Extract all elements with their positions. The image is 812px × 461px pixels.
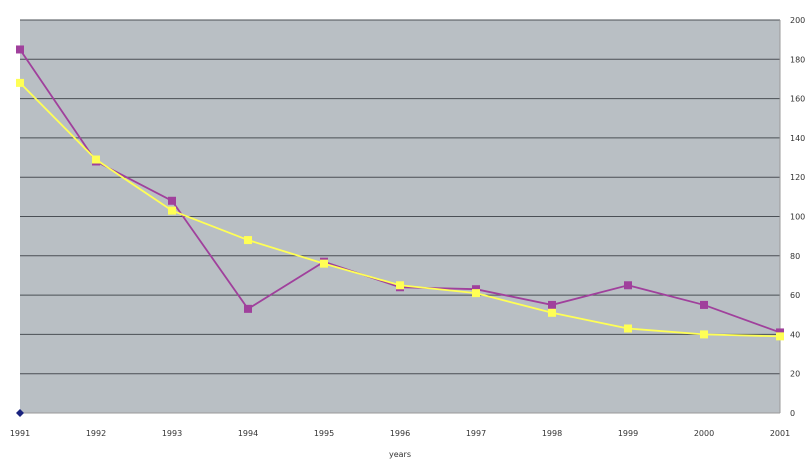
y-tick-label-80: 80 — [790, 252, 800, 261]
series-2-point-1998 — [548, 308, 556, 317]
x-tick-label-1991: 1991 — [10, 429, 30, 438]
x-tick-label-1999: 1999 — [618, 429, 638, 438]
series-3-point-1991 — [16, 409, 24, 417]
series-1-point-1994 — [244, 304, 252, 313]
series-1-point-2000 — [700, 300, 708, 309]
x-axis-title: years — [389, 450, 411, 459]
series-2-point-1993 — [168, 206, 176, 215]
series-2-point-1995 — [320, 259, 328, 268]
x-tick-label-1995: 1995 — [314, 429, 334, 438]
x-tick-label-1994: 1994 — [238, 429, 258, 438]
series-2 — [16, 78, 784, 341]
x-tick-label-2000: 2000 — [694, 429, 714, 438]
series-2-point-1996 — [396, 281, 404, 290]
series-2-point-2001 — [776, 332, 784, 341]
y-tick-label-120: 120 — [790, 173, 805, 182]
x-tick-label-1997: 1997 — [466, 429, 486, 438]
y-tick-label-40: 40 — [790, 330, 800, 339]
y-tick-label-180: 180 — [790, 55, 805, 64]
x-tick-label-2001: 2001 — [770, 429, 790, 438]
x-tick-label-1993: 1993 — [162, 429, 182, 438]
series-2-point-1991 — [16, 78, 24, 87]
x-tick-label-1996: 1996 — [390, 429, 410, 438]
y-tick-labels: 0 20 40 60 80 100 120 140 160 180 200 — [790, 16, 805, 418]
series-2-point-1997 — [472, 289, 480, 298]
series-2-point-1992 — [92, 155, 100, 164]
y-tick-label-60: 60 — [790, 291, 800, 300]
y-tick-label-100: 100 — [790, 213, 805, 222]
series-3 — [16, 409, 24, 417]
x-tick-label-1992: 1992 — [86, 429, 106, 438]
series-1-point-1998 — [548, 300, 556, 309]
gridlines — [20, 19, 780, 375]
y-tick-label-140: 140 — [790, 134, 805, 143]
x-tick-label-1998: 1998 — [542, 429, 562, 438]
y-tick-label-20: 20 — [790, 370, 800, 379]
series-1-point-1999 — [624, 281, 632, 290]
series-1-point-1991 — [16, 45, 24, 54]
series-2-point-2000 — [700, 330, 708, 339]
series-layer — [16, 45, 784, 417]
y-tick-label-200: 200 — [790, 16, 805, 25]
series-2-point-1999 — [624, 324, 632, 333]
series-1-point-1993 — [168, 196, 176, 205]
x-tick-labels: 1991 1992 1993 1994 1995 1996 1997 1998 1999 2000… — [10, 429, 790, 438]
y-tick-label-0: 0 — [790, 409, 795, 418]
series-2-point-1994 — [244, 236, 252, 245]
y-tick-label-160: 160 — [790, 95, 805, 104]
